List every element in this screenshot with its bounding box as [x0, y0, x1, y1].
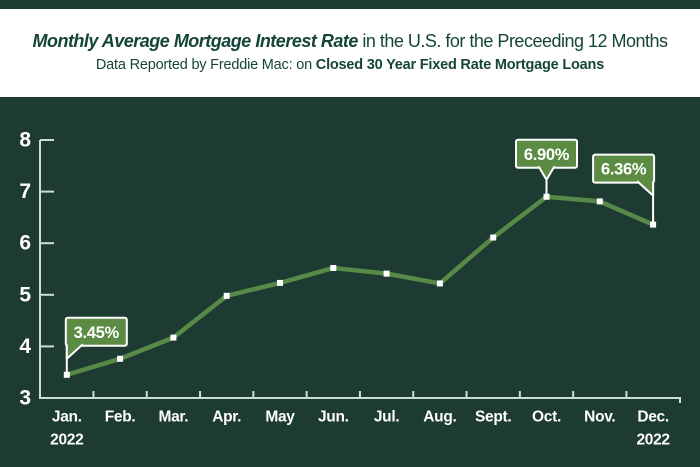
page-subtitle: Data Reported by Freddie Mac: on Closed … [95, 56, 605, 74]
title-rest: in the U.S. for the Preceeding 12 Months [357, 31, 668, 52]
x-tick-label: Mar. [158, 409, 188, 426]
callout: 6.36% [592, 153, 656, 225]
x-year-label: 2022 [50, 432, 83, 449]
x-tick-label: May [265, 409, 295, 426]
x-tick-label: Jul. [374, 409, 400, 426]
callout-label: 6.36% [601, 161, 647, 179]
data-point-marker [330, 264, 337, 271]
x-tick-label: Sept. [475, 409, 511, 426]
x-tick-label: Feb. [105, 409, 136, 426]
subtitle-prefix: Data Reported by Freddie Mac: on [95, 56, 316, 73]
data-point-marker [117, 355, 124, 362]
x-tick-label: Aug. [423, 409, 456, 426]
y-tick-label: 6 [19, 232, 31, 255]
data-point-marker [543, 193, 550, 200]
data-point-marker [277, 279, 283, 286]
y-tick-label: 3 [19, 387, 31, 410]
y-tick-label: 7 [19, 180, 31, 203]
x-tick-label: Apr. [212, 409, 241, 426]
callout-box [64, 316, 128, 347]
callout: 6.90% [515, 138, 578, 197]
y-tick-label: 5 [19, 283, 31, 306]
y-tick-label: 8 [19, 129, 31, 152]
subtitle-bold: Closed 30 Year Fixed Rate Mortgage Loans [315, 56, 605, 73]
x-axis [39, 397, 681, 403]
data-point-marker [383, 270, 390, 277]
page-title: Monthly Average Mortgage Interest Rate i… [32, 31, 668, 52]
x-tick-label: Jan. [52, 409, 82, 426]
callout-pointer [537, 165, 556, 181]
data-point-marker [223, 292, 230, 299]
data-point-marker [436, 280, 443, 287]
y-tick-label: 4 [19, 335, 31, 358]
callout: 3.45% [64, 316, 128, 375]
callout-label: 6.90% [524, 146, 570, 164]
callout-pointer [65, 343, 84, 360]
line-chart: 3 4 5 6 7 8 Jan. Feb. Mar. Apr. May Jun. Jul. Aug. Sep… [19, 129, 681, 449]
x-year-label: 2022 [636, 432, 669, 449]
title-emphasis: Monthly Average Mortgage Interest Rate [32, 31, 358, 52]
top-border [0, 0, 700, 9]
data-point-marker [650, 221, 657, 228]
callout-pointer [636, 180, 655, 197]
header: Monthly Average Mortgage Interest Rate i… [0, 9, 700, 97]
data-point-marker [596, 198, 603, 205]
chart-area: 3 4 5 6 7 8 Jan. Feb. Mar. Apr. May Jun. Jul. Aug. Sep… [0, 97, 700, 467]
x-tick-label: Dec. [637, 409, 669, 426]
x-tick-label: Oct. [532, 409, 561, 426]
x-tick-label: Nov. [584, 409, 615, 426]
callout-box [592, 153, 656, 184]
data-point-marker [63, 371, 70, 378]
data-point-marker [170, 334, 177, 341]
data-point-marker [490, 234, 497, 241]
callout-label: 3.45% [74, 324, 120, 342]
rate-line [64, 194, 656, 378]
x-tick-label: Jun. [318, 409, 349, 426]
